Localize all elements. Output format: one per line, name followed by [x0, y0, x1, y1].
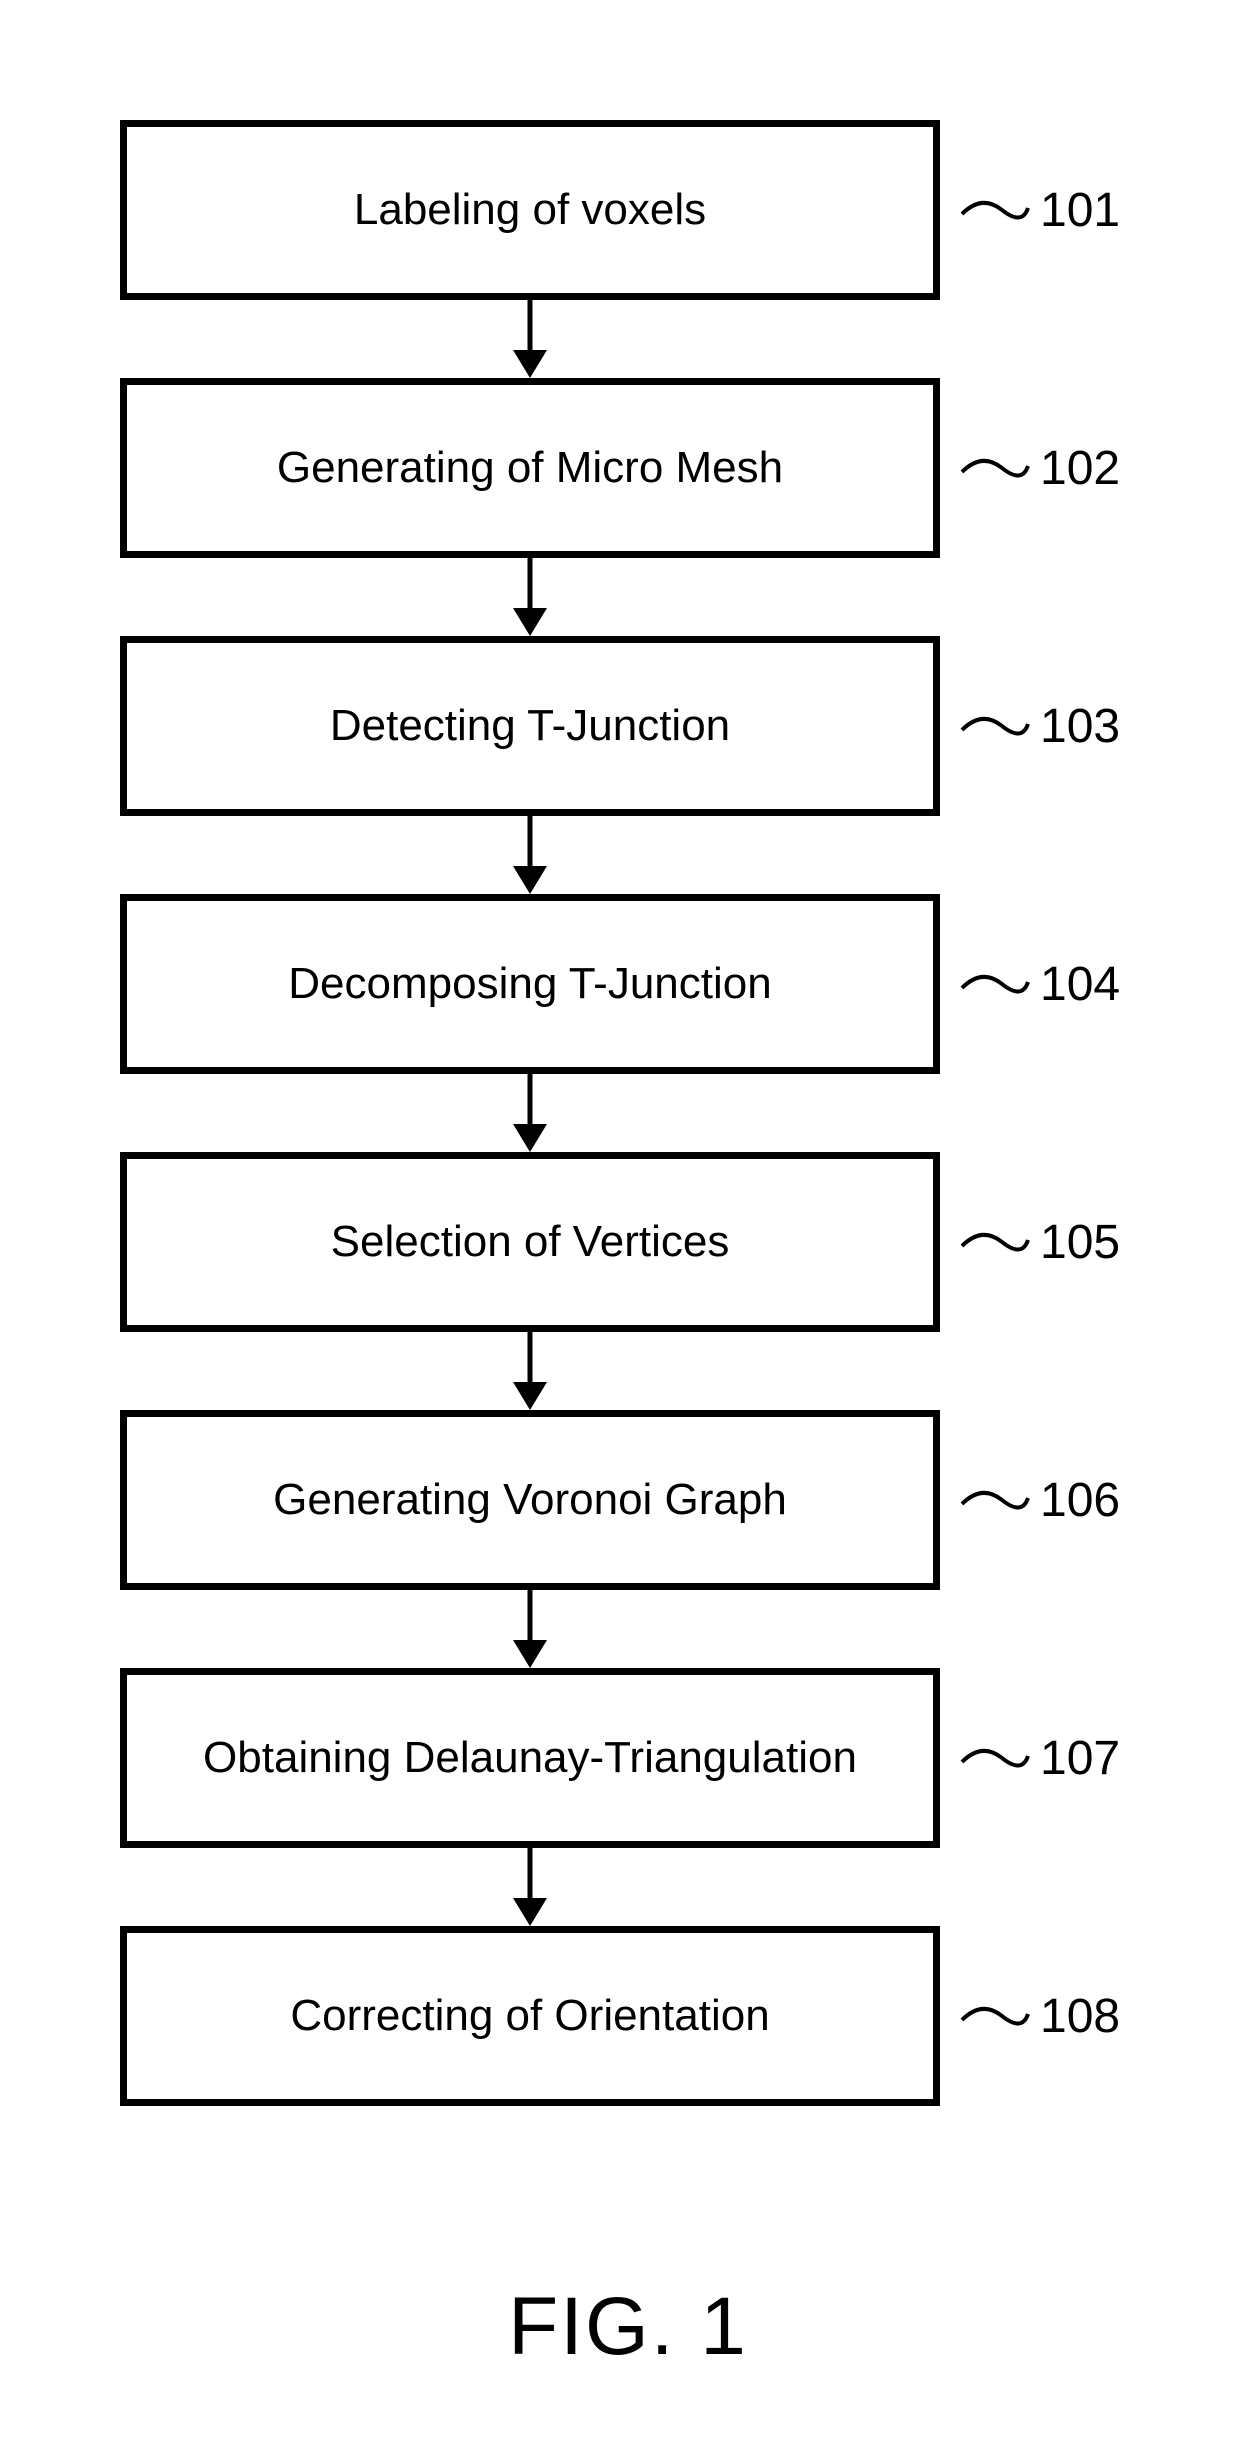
- arrow-down-icon: [120, 1074, 940, 1152]
- reference-number: 106: [1040, 1410, 1120, 1590]
- step-label: Correcting of Orientation: [290, 1990, 769, 2043]
- reference-number: 103: [1040, 636, 1120, 816]
- leader-line: [960, 1480, 1030, 1520]
- reference-number: 108: [1040, 1926, 1120, 2106]
- arrow-down-icon: [120, 1590, 940, 1668]
- flow-step: Decomposing T-Junction 104: [120, 894, 1136, 1074]
- leader-line: [960, 1222, 1030, 1262]
- flow-step: Generating of Micro Mesh 102: [120, 378, 1136, 558]
- leader-line: [960, 448, 1030, 488]
- reference-number: 105: [1040, 1152, 1120, 1332]
- reference-number: 104: [1040, 894, 1120, 1074]
- flow-step: Labeling of voxels 101: [120, 120, 1136, 300]
- arrow-down-icon: [120, 816, 940, 894]
- flow-step: Correcting of Orientation 108: [120, 1926, 1136, 2106]
- leader-line: [960, 964, 1030, 1004]
- reference-number: 101: [1040, 120, 1120, 300]
- leader-line: [960, 706, 1030, 746]
- reference-number: 107: [1040, 1668, 1120, 1848]
- leader-line: [960, 1738, 1030, 1778]
- step-label: Detecting T-Junction: [330, 700, 730, 753]
- step-box: Selection of Vertices: [120, 1152, 940, 1332]
- step-label: Decomposing T-Junction: [288, 958, 771, 1011]
- step-label: Generating of Micro Mesh: [277, 442, 783, 495]
- leader-line: [960, 190, 1030, 230]
- arrow-down-icon: [120, 558, 940, 636]
- step-box: Obtaining Delaunay-Triangulation: [120, 1668, 940, 1848]
- step-label: Labeling of voxels: [354, 184, 706, 237]
- step-label: Generating Voronoi Graph: [273, 1474, 787, 1527]
- step-box: Correcting of Orientation: [120, 1926, 940, 2106]
- step-box: Detecting T-Junction: [120, 636, 940, 816]
- flow-step: Detecting T-Junction 103: [120, 636, 1136, 816]
- step-label: Selection of Vertices: [331, 1216, 730, 1269]
- step-label: Obtaining Delaunay-Triangulation: [203, 1732, 857, 1785]
- reference-number: 102: [1040, 378, 1120, 558]
- flowchart: Labeling of voxels 101 Generating of Mic…: [120, 120, 1136, 2106]
- flow-step: Selection of Vertices 105: [120, 1152, 1136, 1332]
- step-box: Labeling of voxels: [120, 120, 940, 300]
- step-box: Generating Voronoi Graph: [120, 1410, 940, 1590]
- step-box: Decomposing T-Junction: [120, 894, 940, 1074]
- arrow-down-icon: [120, 300, 940, 378]
- arrow-down-icon: [120, 1848, 940, 1926]
- arrow-down-icon: [120, 1332, 940, 1410]
- step-box: Generating of Micro Mesh: [120, 378, 940, 558]
- flow-step: Obtaining Delaunay-Triangulation 107: [120, 1668, 1136, 1848]
- leader-line: [960, 1996, 1030, 2036]
- figure-caption: FIG. 1: [0, 2280, 1256, 2374]
- flow-step: Generating Voronoi Graph 106: [120, 1410, 1136, 1590]
